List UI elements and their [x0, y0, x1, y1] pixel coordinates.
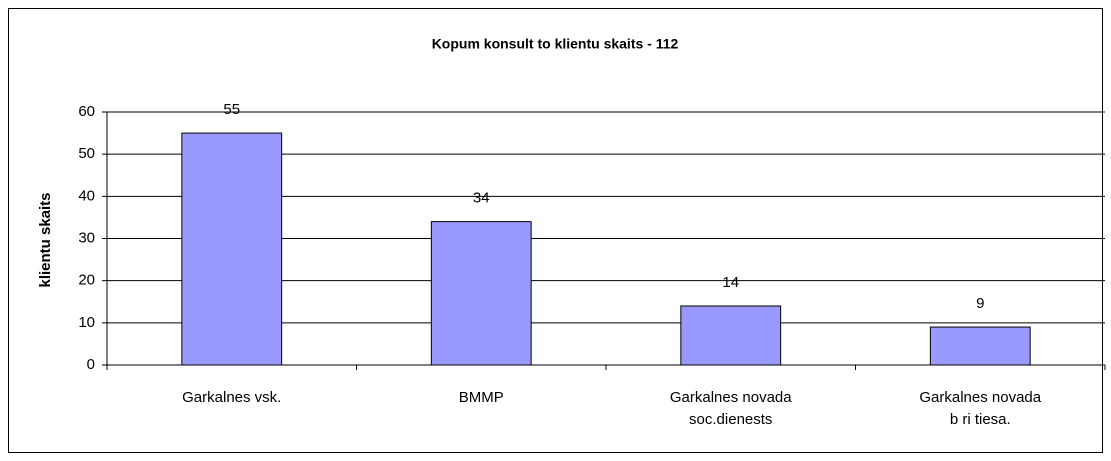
bar	[181, 132, 283, 366]
y-tick-label: 60	[78, 103, 95, 120]
x-tick-label: BMMP	[459, 389, 504, 406]
data-label: 14	[722, 274, 739, 291]
y-tick-label: 40	[78, 187, 95, 204]
data-label: 34	[473, 190, 490, 207]
y-tick-label: 50	[78, 145, 95, 162]
y-tick-label: 30	[78, 229, 95, 246]
x-tick-label: Garkalnes vsk.	[182, 389, 281, 406]
y-tick-label: 10	[78, 314, 95, 331]
chart-title: Kopum konsult to klientu skaits - 112	[432, 36, 679, 52]
x-tick-label: Garkalnes novada b ri tiesa.	[919, 389, 1041, 428]
bar	[680, 305, 782, 366]
bar	[430, 221, 532, 366]
data-label: 9	[976, 295, 984, 312]
y-axis-label: klientu skaits	[37, 192, 54, 287]
chart-border	[8, 8, 1103, 453]
bar	[929, 326, 1031, 366]
y-tick-label: 20	[78, 272, 95, 289]
x-tick-label: Garkalnes novada soc.dienests	[670, 389, 792, 428]
data-label: 55	[223, 101, 240, 118]
y-tick-label: 0	[87, 356, 95, 373]
